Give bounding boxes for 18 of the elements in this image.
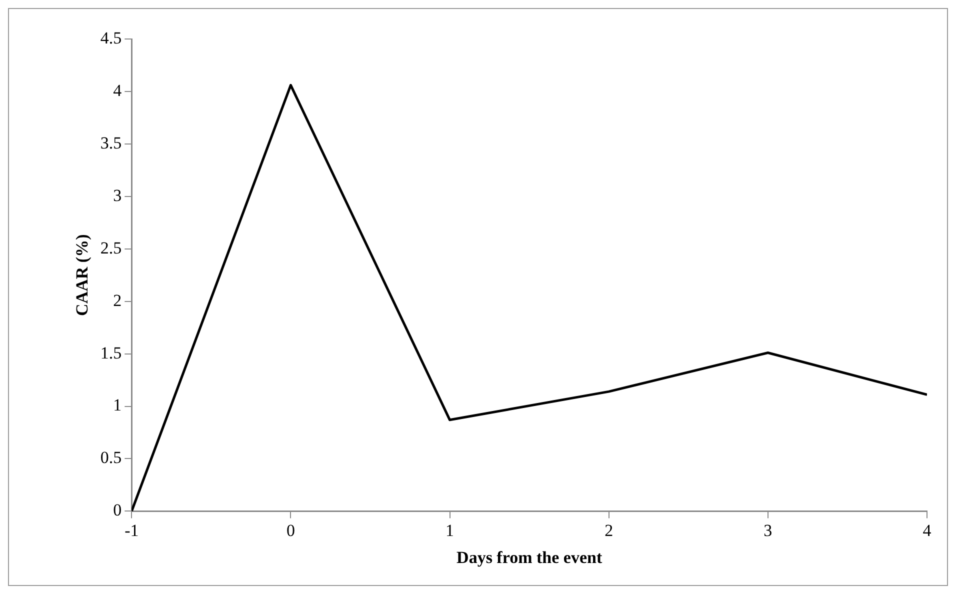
y-tick-label: 0 xyxy=(113,500,122,520)
x-tick-label: 2 xyxy=(604,520,614,540)
y-tick-label: 3.5 xyxy=(100,133,122,152)
x-tick-label: 1 xyxy=(446,520,454,540)
y-tick-label: 2 xyxy=(113,290,122,310)
y-tick-label: 3 xyxy=(113,186,122,205)
y-tick-label: 2.5 xyxy=(100,238,122,258)
y-tick-label: 4 xyxy=(113,80,122,100)
y-tick-label: 0.5 xyxy=(100,448,122,468)
y-tick-label: 4.5 xyxy=(100,28,122,48)
y-axis-title: CAAR (%) xyxy=(72,234,92,316)
x-tick-label: 0 xyxy=(286,520,295,540)
x-tick-label: 3 xyxy=(764,520,772,540)
x-tick-label: -1 xyxy=(124,520,139,540)
y-tick-label: 1 xyxy=(113,396,122,415)
x-axis-title: Days from the event xyxy=(456,548,602,568)
x-tick-label: 4 xyxy=(922,520,932,540)
y-tick-label: 1.5 xyxy=(100,343,122,362)
